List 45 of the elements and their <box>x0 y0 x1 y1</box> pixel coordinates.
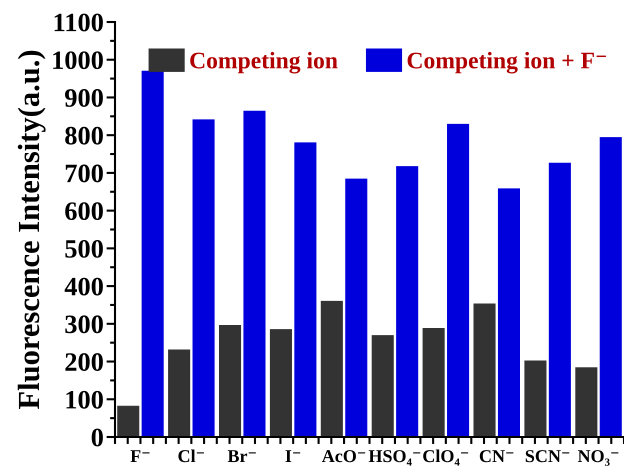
bar <box>218 324 242 437</box>
bar <box>498 188 520 437</box>
y-tick-label: 400 <box>64 278 103 296</box>
bar <box>270 329 292 437</box>
bar <box>396 166 418 437</box>
y-axis-title: Fluorescence Intensity(a.u.) <box>18 50 46 410</box>
legend-label: Competing ion + F⁻ <box>408 52 606 74</box>
y-tick-label: 700 <box>66 164 103 182</box>
y-tick-label: 1000 <box>53 51 103 70</box>
x-tick-label: HSO₄⁻ <box>368 450 420 466</box>
y-tick-label: 1100 <box>54 14 103 32</box>
y-tick-label: 800 <box>65 126 103 145</box>
x-tick-label: CN⁻ <box>480 450 514 462</box>
y-tick-label: 300 <box>65 315 103 334</box>
bar <box>422 328 445 437</box>
bar <box>372 335 394 437</box>
x-tick-label: F⁻ <box>130 450 150 462</box>
bar <box>524 360 546 437</box>
bar <box>320 300 343 437</box>
y-tick-label: 500 <box>65 240 103 258</box>
bar <box>192 119 215 437</box>
legend-label: Competing ion <box>190 52 338 74</box>
bar <box>447 124 470 437</box>
bar <box>243 110 266 437</box>
y-tick-label: 0 <box>92 428 103 446</box>
x-tick-label: AcO⁻ <box>322 450 366 462</box>
x-tick-label: Br⁻ <box>228 450 256 462</box>
y-tick-label: 600 <box>65 202 103 220</box>
bar <box>548 162 571 437</box>
y-tick-label: 100 <box>66 390 103 409</box>
y-tick-label: 900 <box>65 89 103 107</box>
bar <box>345 178 368 437</box>
bar <box>142 70 164 437</box>
x-tick-label: Cl⁻ <box>178 450 204 462</box>
bar <box>575 367 598 437</box>
bar <box>600 137 622 437</box>
y-tick-label: 200 <box>65 353 103 371</box>
bar <box>473 303 496 437</box>
x-tick-label: I⁻ <box>285 450 300 462</box>
x-tick-label: ClO₄⁻ <box>423 450 468 466</box>
x-tick-label: SCN⁻ <box>526 450 570 462</box>
bar <box>117 406 140 437</box>
x-tick-label: NO₃⁻ <box>578 450 618 466</box>
bar <box>294 142 316 437</box>
bar <box>168 350 190 437</box>
